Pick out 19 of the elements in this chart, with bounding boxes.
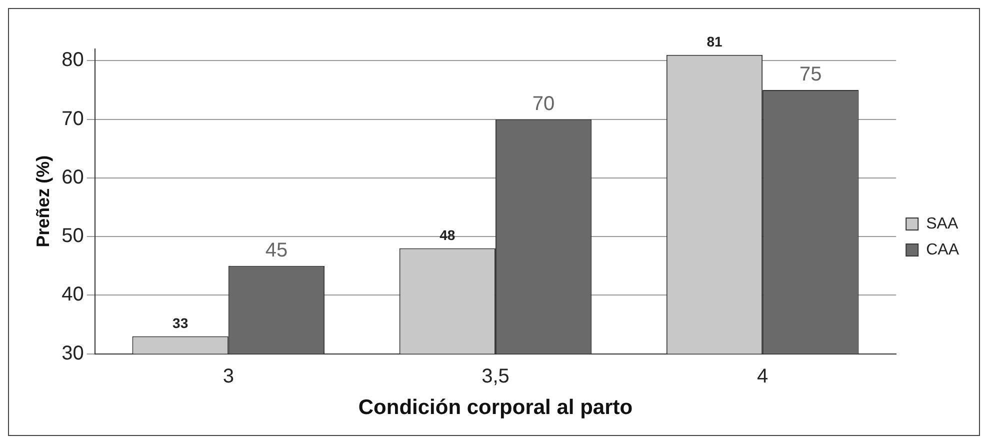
y-tick-label: 40: [62, 284, 84, 306]
y-tick-label: 30: [62, 342, 84, 364]
y-tick-label: 70: [62, 108, 84, 130]
data-label: 48: [440, 227, 456, 244]
y-tick-label: 60: [62, 166, 84, 188]
data-label: 45: [265, 239, 288, 262]
data-label: 70: [532, 92, 555, 115]
x-axis-title: Condición corporal al parto: [358, 396, 633, 420]
data-label: 75: [800, 64, 822, 86]
x-tick-label: 3: [222, 365, 234, 388]
y-tick-label: 50: [62, 225, 84, 248]
y-tick-label: 80: [62, 49, 84, 72]
legend-label: CAA: [926, 241, 960, 258]
data-label: 81: [706, 34, 722, 50]
data-label: 33: [172, 315, 188, 332]
x-tick-label: 3,5: [482, 365, 510, 388]
x-tick-label: 4: [756, 365, 768, 388]
legend-label: SAA: [926, 215, 958, 232]
y-axis-title: Preñez (%): [32, 155, 53, 248]
